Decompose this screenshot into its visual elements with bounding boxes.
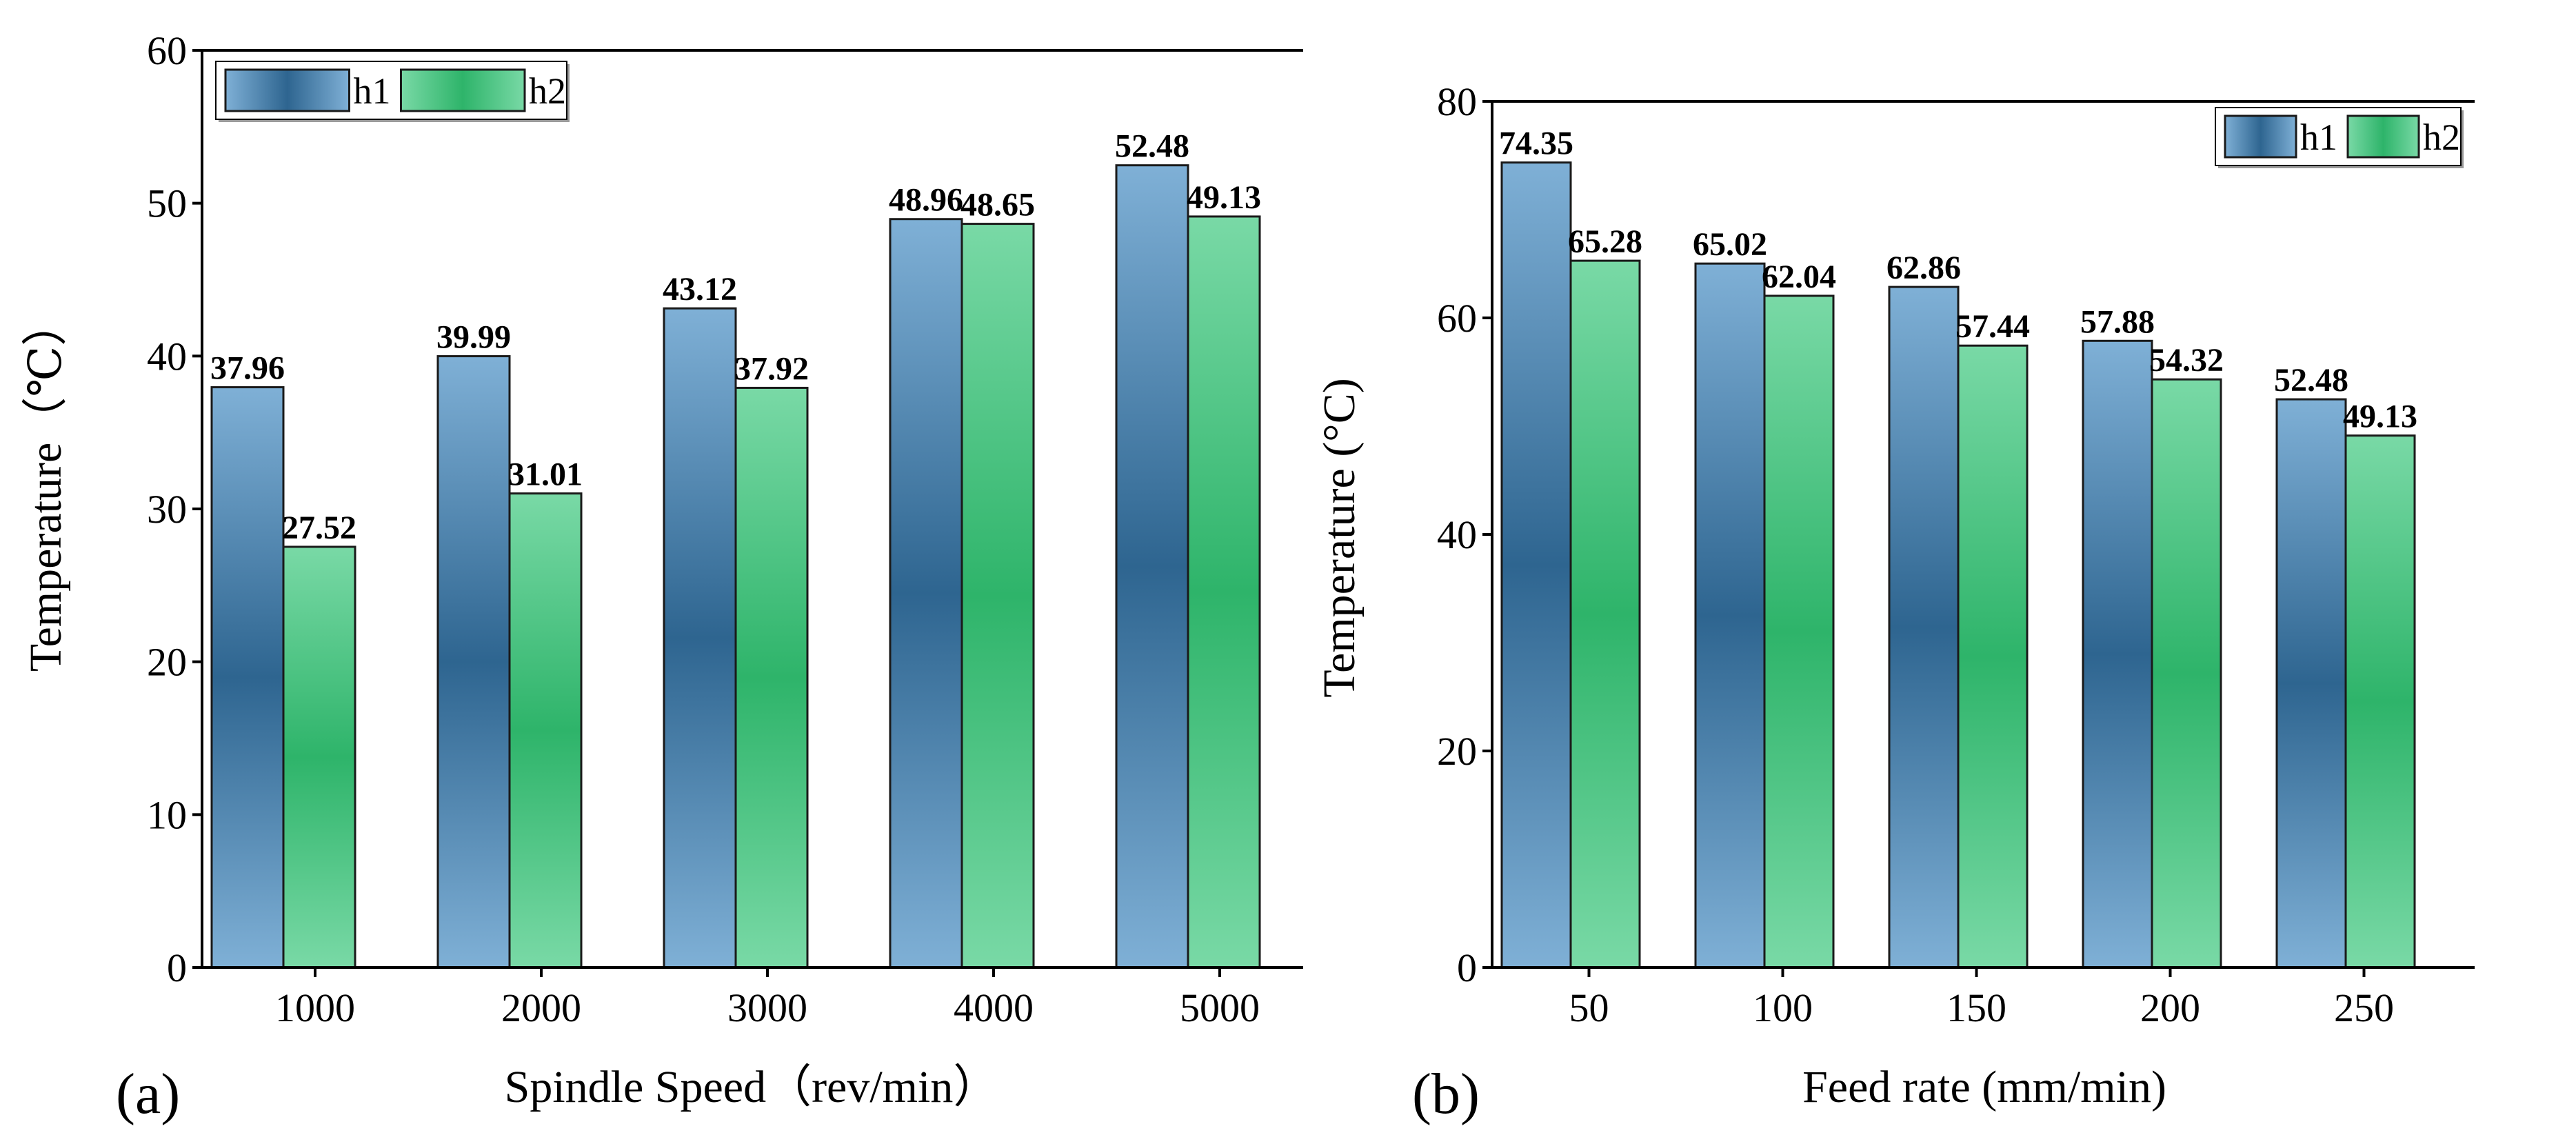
legend-label-h2: h2 bbox=[529, 70, 566, 112]
bar-h2-50 bbox=[1569, 259, 1641, 969]
y-tick-label: 40 bbox=[147, 334, 187, 379]
bars-b bbox=[1500, 161, 2416, 969]
y-tick-label: 60 bbox=[147, 28, 187, 73]
x-tick-label: 50 bbox=[1569, 985, 1609, 1030]
ticks-a: 0 10 20 30 40 50 60 1000 2000 3000 4000 5000 bbox=[147, 28, 1260, 1030]
bar-h2-5000 bbox=[1187, 215, 1261, 969]
data-label-h1-1000: 37.96 bbox=[210, 350, 285, 387]
y-tick-label: 20 bbox=[147, 640, 187, 685]
y-tick-label: 30 bbox=[147, 487, 187, 532]
bar-h1-100 bbox=[1694, 262, 1766, 969]
data-label-h1-4000: 48.96 bbox=[889, 182, 963, 219]
data-label-h1-2000: 39.99 bbox=[436, 319, 511, 356]
legend-label-h1: h1 bbox=[2300, 117, 2337, 158]
legend-a: h1 h2 bbox=[215, 61, 570, 122]
legend-swatch-h1 bbox=[224, 68, 350, 112]
data-label-h2-150: 57.44 bbox=[1955, 308, 2030, 345]
x-tick-label: 250 bbox=[2334, 985, 2394, 1030]
legend-b: h1 h2 bbox=[2215, 107, 2464, 168]
y-tick-label: 10 bbox=[147, 792, 187, 837]
y-axis-title-b: Temperature (°C) bbox=[1314, 378, 1365, 697]
legend-swatch-h2 bbox=[2346, 114, 2420, 159]
y-tick-label: 0 bbox=[167, 945, 187, 990]
data-label-h1-100: 65.02 bbox=[1693, 226, 1767, 263]
data-label-h2-100: 62.04 bbox=[1762, 259, 1836, 295]
data-label-h2-4000: 48.65 bbox=[960, 187, 1035, 223]
x-tick-label: 1000 bbox=[275, 985, 355, 1030]
x-tick-label: 100 bbox=[1753, 985, 1813, 1030]
x-tick-label: 2000 bbox=[501, 985, 581, 1030]
data-label-h2-200: 54.32 bbox=[2149, 342, 2224, 379]
bar-h2-250 bbox=[2344, 434, 2416, 969]
x-axis-title-a: Spindle Speed（rev/min） bbox=[505, 1062, 999, 1112]
data-label-h1-50: 74.35 bbox=[1499, 126, 1573, 162]
data-label-h2-1000: 27.52 bbox=[282, 510, 356, 546]
data-label-h1-150: 62.86 bbox=[1886, 250, 1961, 286]
bar-h2-2000 bbox=[508, 492, 583, 969]
bar-h1-200 bbox=[2082, 339, 2153, 969]
bar-h2-150 bbox=[1957, 344, 2029, 969]
data-label-h1-250: 52.48 bbox=[2274, 362, 2348, 399]
y-axis-title-a: Temperature（℃） bbox=[21, 301, 71, 672]
bar-h2-3000 bbox=[734, 386, 809, 969]
y-tick-label: 20 bbox=[1437, 729, 1477, 774]
legend-swatch-h2 bbox=[400, 68, 526, 112]
y-tick-label: 40 bbox=[1437, 512, 1477, 557]
data-label-h2-250: 49.13 bbox=[2343, 399, 2417, 435]
data-label-h1-5000: 52.48 bbox=[1115, 128, 1189, 165]
bar-h2-200 bbox=[2151, 378, 2222, 969]
bar-h2-1000 bbox=[282, 545, 356, 969]
legend-swatch-h1 bbox=[2224, 114, 2297, 159]
bars-a bbox=[210, 164, 1261, 969]
data-label-h2-2000: 31.01 bbox=[508, 456, 583, 493]
bar-h1-3000 bbox=[663, 307, 737, 969]
bar-h2-100 bbox=[1763, 294, 1835, 969]
data-label-h1-3000: 43.12 bbox=[663, 271, 737, 308]
x-tick-label: 3000 bbox=[727, 985, 807, 1030]
data-label-h1-200: 57.88 bbox=[2080, 303, 2155, 340]
chart-panel-a: 37.96 27.52 39.99 31.01 43.12 37.92 48.9648.65… bbox=[21, 28, 1303, 1126]
bar-h1-150 bbox=[1888, 285, 1960, 969]
bar-h1-5000 bbox=[1115, 164, 1189, 969]
y-tick-label: 50 bbox=[147, 181, 187, 226]
x-tick-label: 5000 bbox=[1180, 985, 1260, 1030]
bar-h1-4000 bbox=[889, 218, 963, 969]
y-tick-label: 60 bbox=[1437, 296, 1477, 341]
bar-h1-50 bbox=[1500, 161, 1572, 969]
data-label-h2-5000: 49.13 bbox=[1187, 179, 1261, 216]
data-labels-a: 37.96 27.52 39.99 31.01 43.12 37.92 48.9648.65… bbox=[210, 128, 1261, 546]
x-tick-label: 4000 bbox=[954, 985, 1034, 1030]
x-axis-title-b: Feed rate (mm/min) bbox=[1802, 1062, 2166, 1112]
bar-h1-250 bbox=[2275, 398, 2347, 969]
data-label-h2-3000: 37.92 bbox=[734, 350, 809, 387]
y-tick-label: 0 bbox=[1457, 945, 1477, 990]
panel-label-b: (b) bbox=[1412, 1062, 1480, 1126]
legend-label-h2: h2 bbox=[2423, 117, 2460, 158]
x-tick-label: 150 bbox=[1946, 985, 2006, 1030]
x-tick-label: 200 bbox=[2140, 985, 2200, 1030]
legend-label-h1: h1 bbox=[354, 70, 391, 112]
bar-h1-2000 bbox=[436, 355, 511, 969]
bar-h2-4000 bbox=[960, 223, 1035, 969]
panel-label-a: (a) bbox=[116, 1062, 180, 1126]
bar-h1-1000 bbox=[210, 386, 285, 969]
data-label-h2-50: 65.28 bbox=[1568, 223, 1642, 260]
ticks-b: 0 20 40 60 80 50 100 150 200 250 bbox=[1437, 79, 2394, 1030]
y-tick-label: 80 bbox=[1437, 79, 1477, 124]
